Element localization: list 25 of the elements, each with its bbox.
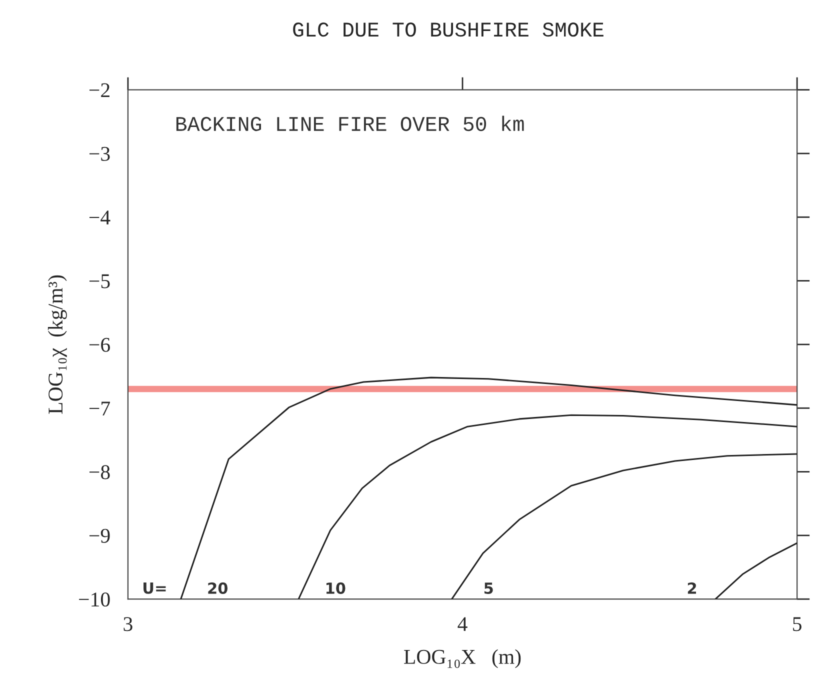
y-tick-label: −4 (89, 210, 110, 224)
y-tick-label: −8 (89, 465, 110, 480)
y-tick-label: −6 (89, 338, 110, 352)
y-tick-label: −2 (89, 83, 110, 98)
series-label: 2 (688, 582, 696, 594)
x-axis-title: LOG₁₀X (m) (404, 649, 521, 668)
x-tick-label: 4 (458, 617, 468, 631)
series-label: 10 (326, 582, 346, 594)
line-series (298, 414, 798, 600)
x-tick-label: 3 (124, 617, 132, 632)
series-label: 5 (484, 582, 493, 594)
line-series (451, 453, 798, 600)
y-tick-label: −5 (89, 274, 110, 288)
x-tick-label: 5 (793, 617, 802, 632)
line-series (714, 542, 798, 600)
series-label: 20 (208, 582, 228, 594)
y-axis-title: LOG₁₀χ (kg/m³) (48, 275, 67, 414)
y-tick-label: −10 (79, 592, 110, 607)
annotation: BACKING LINE FIRE OVER 50 km (176, 116, 524, 132)
y-tick-label: −3 (89, 146, 110, 161)
line-series (180, 376, 798, 600)
annotation: U= (144, 582, 166, 594)
chart-title: GLC DUE TO BUSHFIRE SMOKE (293, 22, 604, 37)
y-tick-label: −9 (89, 528, 110, 543)
y-tick-label: −7 (89, 402, 110, 416)
